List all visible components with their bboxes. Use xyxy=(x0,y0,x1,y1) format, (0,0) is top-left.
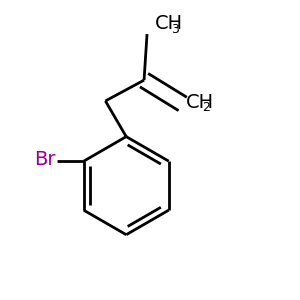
Text: Br: Br xyxy=(34,150,56,169)
Text: CH: CH xyxy=(186,93,214,112)
Text: 2: 2 xyxy=(202,101,210,114)
Text: 3: 3 xyxy=(171,22,179,36)
Text: CH: CH xyxy=(154,14,183,33)
